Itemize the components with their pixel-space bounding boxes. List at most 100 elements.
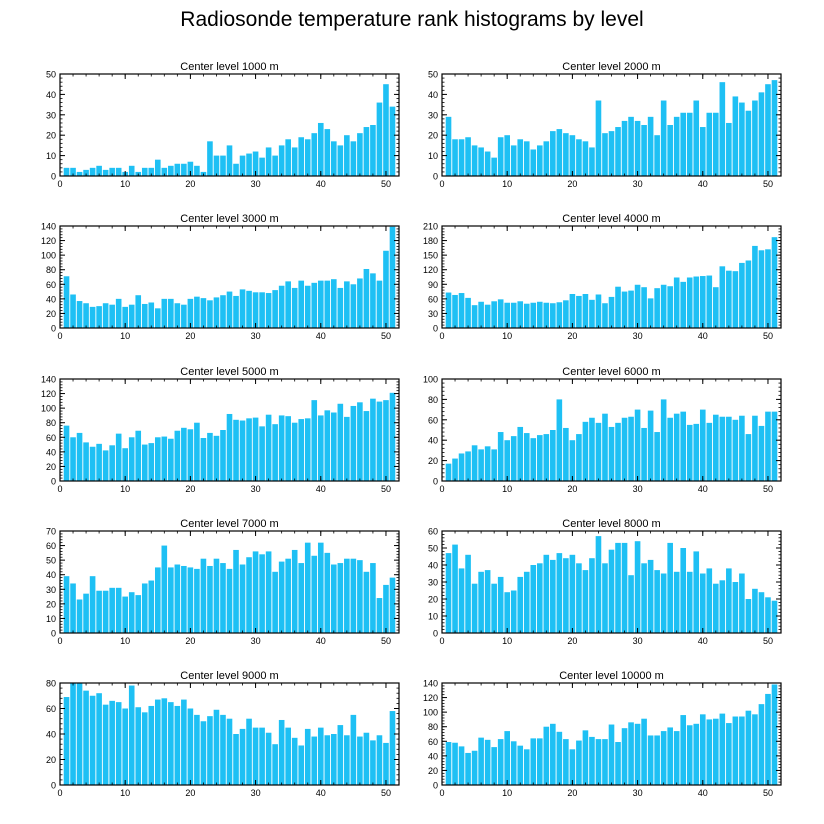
chart-panel-3: Center level 3000 m 0 20 40 60 80 100 120 140 0 10… [41, 213, 400, 341]
x-tick-label: 10 [502, 179, 512, 189]
bar [317, 280, 324, 328]
y-tick-label: 10 [428, 612, 438, 622]
bar [726, 723, 732, 785]
bar [628, 722, 634, 785]
x-tick-label: 0 [57, 788, 62, 798]
bar [458, 139, 465, 176]
bar [536, 435, 543, 481]
bar [608, 131, 615, 176]
bar [458, 453, 465, 481]
bar [115, 587, 122, 633]
bar [331, 141, 337, 176]
x-tick-label: 10 [120, 636, 130, 646]
bar [285, 139, 291, 176]
bar [452, 458, 458, 481]
bar [239, 728, 246, 785]
bar [233, 295, 239, 328]
bar [350, 714, 357, 786]
bar [699, 127, 706, 176]
bar [660, 399, 667, 481]
bar [569, 749, 576, 785]
bar [389, 106, 396, 176]
x-tick-label: 40 [316, 636, 326, 646]
y-tick-label: 20 [46, 309, 56, 319]
bar [706, 275, 713, 328]
bar [752, 588, 758, 633]
x-tick-label: 40 [698, 179, 708, 189]
bar [595, 100, 602, 176]
bar [576, 139, 582, 176]
bar [497, 299, 504, 328]
bar [713, 287, 719, 328]
y-tick-label: 140 [41, 375, 56, 385]
bar [168, 165, 174, 176]
bar [504, 135, 510, 176]
x-tick-label: 20 [567, 636, 577, 646]
bar [543, 554, 550, 633]
bar [350, 558, 357, 633]
bar [673, 731, 680, 785]
bar [465, 297, 471, 328]
y-tick-label: 0 [433, 477, 438, 487]
y-tick-label: 0 [51, 781, 56, 791]
bar [771, 600, 778, 633]
chart-panel-8: Center level 8000 m 0 10 20 30 40 50 60 0 10 20 30 4… [428, 518, 782, 646]
bar [252, 292, 259, 328]
bar [148, 167, 155, 176]
y-tick-label: 0 [433, 629, 438, 639]
bar [252, 727, 259, 786]
bar [673, 571, 680, 633]
y-tick-label: 40 [428, 751, 438, 761]
bar [220, 430, 226, 481]
bar [713, 414, 719, 481]
bar [239, 420, 246, 481]
y-tick-label: 10 [46, 151, 56, 161]
bar [686, 112, 693, 176]
bar [563, 300, 569, 328]
bar [252, 551, 259, 633]
bar [304, 285, 311, 328]
bar [70, 167, 76, 176]
bar [174, 163, 181, 176]
bar [331, 279, 337, 328]
x-tick-label: 20 [185, 788, 195, 798]
bar [141, 583, 148, 633]
y-tick-label: 210 [423, 222, 438, 232]
bar [154, 699, 161, 785]
bar [272, 155, 278, 176]
bar [259, 157, 265, 176]
bar [63, 697, 70, 785]
bar [504, 440, 510, 481]
bar [491, 449, 497, 481]
bar [226, 291, 233, 328]
bar [83, 442, 89, 481]
bar [621, 417, 628, 481]
bar [63, 425, 70, 481]
bar [504, 592, 510, 633]
bar [745, 599, 752, 633]
bar [389, 711, 396, 785]
bar [517, 139, 524, 176]
y-tick-label: 0 [433, 324, 438, 334]
bar [445, 742, 452, 785]
bar [517, 745, 524, 785]
bar [96, 443, 102, 481]
x-tick-label: 0 [439, 179, 444, 189]
bar [530, 565, 537, 633]
bar [259, 727, 265, 786]
bar [181, 699, 187, 785]
bar [602, 133, 608, 176]
chart-title: Center level 9000 m [180, 670, 278, 682]
bar [621, 542, 628, 633]
x-tick-label: 30 [251, 788, 261, 798]
bar [641, 125, 647, 176]
y-tick-label: 40 [428, 561, 438, 571]
bar [491, 157, 497, 176]
y-tick-label: 40 [46, 570, 56, 580]
bar [168, 298, 174, 328]
bar [497, 576, 504, 633]
bar [89, 446, 96, 481]
bar [719, 82, 726, 176]
bar [363, 127, 370, 176]
bar [168, 438, 174, 481]
